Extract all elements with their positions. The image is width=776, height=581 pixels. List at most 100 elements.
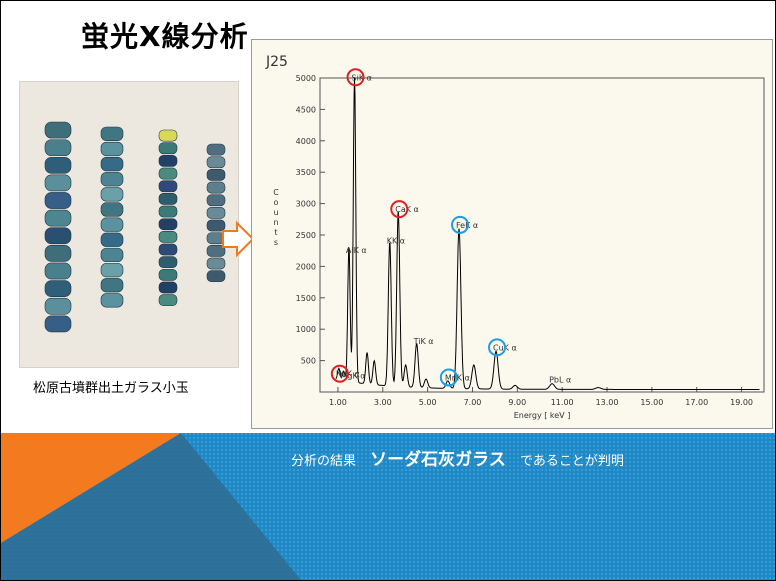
photo-caption: 松原古墳群出土ガラス小玉 <box>33 381 189 396</box>
peak-circles <box>330 68 507 387</box>
glass-bead <box>100 217 124 232</box>
glass-bead <box>44 121 72 139</box>
spectrum-trace <box>335 77 760 390</box>
glass-bead <box>44 209 72 227</box>
banner-highlight: ソーダ石灰ガラス <box>370 450 506 470</box>
glass-beads-photo <box>19 81 239 368</box>
banner-prefix: 分析の結果 <box>291 454 357 469</box>
peak-highlight-circle <box>488 338 507 357</box>
peak-highlight-circle <box>390 200 409 219</box>
y-tick-label: 2500 <box>296 231 316 240</box>
y-axis-label-letter: o <box>274 198 279 207</box>
glass-bead <box>44 192 72 209</box>
glass-bead <box>206 219 226 232</box>
glass-bead <box>100 247 124 263</box>
peak-highlight-circle <box>330 364 349 383</box>
y-axis-label-letter: s <box>274 238 278 247</box>
banner-message: 分析の結果 ソーダ石灰ガラス であることが判明 <box>291 445 624 470</box>
x-tick-label: 15.00 <box>640 398 663 407</box>
glass-bead <box>44 262 72 280</box>
y-tick-label: 1000 <box>296 325 316 334</box>
y-tick-label: 2000 <box>296 262 316 271</box>
glass-bead <box>100 262 124 278</box>
x-ticks: 1.00 3.00 5.00 7.00 9.00 11.00 13.00 15.00 17.00… <box>329 387 753 407</box>
y-axis-label-letter: u <box>273 208 278 217</box>
y-tick-label: 1500 <box>296 294 316 303</box>
y-tick-label: 4000 <box>296 137 316 146</box>
glass-bead <box>158 167 178 180</box>
glass-bead <box>100 172 124 187</box>
x-tick-label: 9.00 <box>508 398 526 407</box>
glass-bead <box>206 194 226 207</box>
glass-bead <box>100 187 124 202</box>
glass-bead <box>158 193 178 205</box>
glass-bead <box>158 281 178 294</box>
glass-bead <box>158 243 178 256</box>
x-tick-label: 11.00 <box>551 398 574 407</box>
glass-bead <box>44 156 72 174</box>
peak-highlight-circle <box>451 215 470 234</box>
x-tick-label: 7.00 <box>464 398 482 407</box>
glass-bead <box>158 129 178 142</box>
y-tick-label: 5000 <box>296 74 316 83</box>
glass-bead <box>158 230 178 243</box>
glass-bead <box>100 293 124 308</box>
glass-bead <box>100 278 124 293</box>
glass-beads-image <box>44 121 226 333</box>
peak-highlight-circle <box>346 68 365 87</box>
glass-bead <box>206 169 226 181</box>
x-tick-label: 17.00 <box>685 398 708 407</box>
glass-bead <box>44 139 72 157</box>
glass-bead <box>44 280 72 298</box>
x-tick-label: 13.00 <box>596 398 619 407</box>
banner-decoration <box>1 433 775 580</box>
glass-bead <box>44 174 72 192</box>
y-tick-label: 4500 <box>296 105 316 114</box>
glass-bead <box>44 315 72 333</box>
y-axis-label-letter: t <box>274 228 277 237</box>
result-banner <box>1 433 775 580</box>
glass-bead <box>158 205 178 218</box>
glass-bead <box>206 244 226 257</box>
peak-label: SiK α <box>352 73 372 82</box>
x-tick-label: 1.00 <box>329 398 347 407</box>
chart-title: J25 <box>265 54 288 70</box>
glass-bead <box>158 155 178 167</box>
glass-bead <box>206 257 226 270</box>
glass-bead <box>100 156 124 172</box>
arrow-right-icon <box>222 221 255 257</box>
y-axis-label-letter: C <box>273 188 279 197</box>
y-tick-label: 3000 <box>296 200 316 209</box>
x-tick-label: 5.00 <box>419 398 437 407</box>
peak-label: TiK α <box>413 337 434 346</box>
glass-bead <box>206 270 226 283</box>
glass-bead <box>158 268 178 281</box>
peak-highlight-circle <box>439 368 458 387</box>
glass-bead <box>206 143 226 156</box>
y-axis-label-letter: n <box>273 218 278 227</box>
x-axis-label: Energy [ keV ] <box>514 411 571 420</box>
plot-frame <box>319 77 765 393</box>
peak-label: AlK α <box>346 246 367 255</box>
x-tick-label: 3.00 <box>374 398 392 407</box>
glass-bead <box>158 180 178 193</box>
peak-label: MgK α <box>341 372 366 381</box>
glass-bead <box>158 294 178 307</box>
glass-bead <box>100 202 124 217</box>
glass-bead <box>206 181 226 194</box>
glass-bead <box>44 245 72 262</box>
glass-bead <box>100 232 124 247</box>
slide-title: 蛍光X線分析 <box>81 20 249 53</box>
y-ticks: 500 1000 1500 2000 2500 3000 3500 4000 4500 5000 <box>296 74 325 366</box>
glass-bead <box>158 142 178 155</box>
glass-bead <box>206 156 226 169</box>
peak-label: PbL α <box>549 375 571 384</box>
y-tick-label: 3500 <box>296 168 316 177</box>
glass-bead <box>206 207 226 219</box>
glass-bead <box>158 218 178 231</box>
glass-bead <box>100 126 124 141</box>
